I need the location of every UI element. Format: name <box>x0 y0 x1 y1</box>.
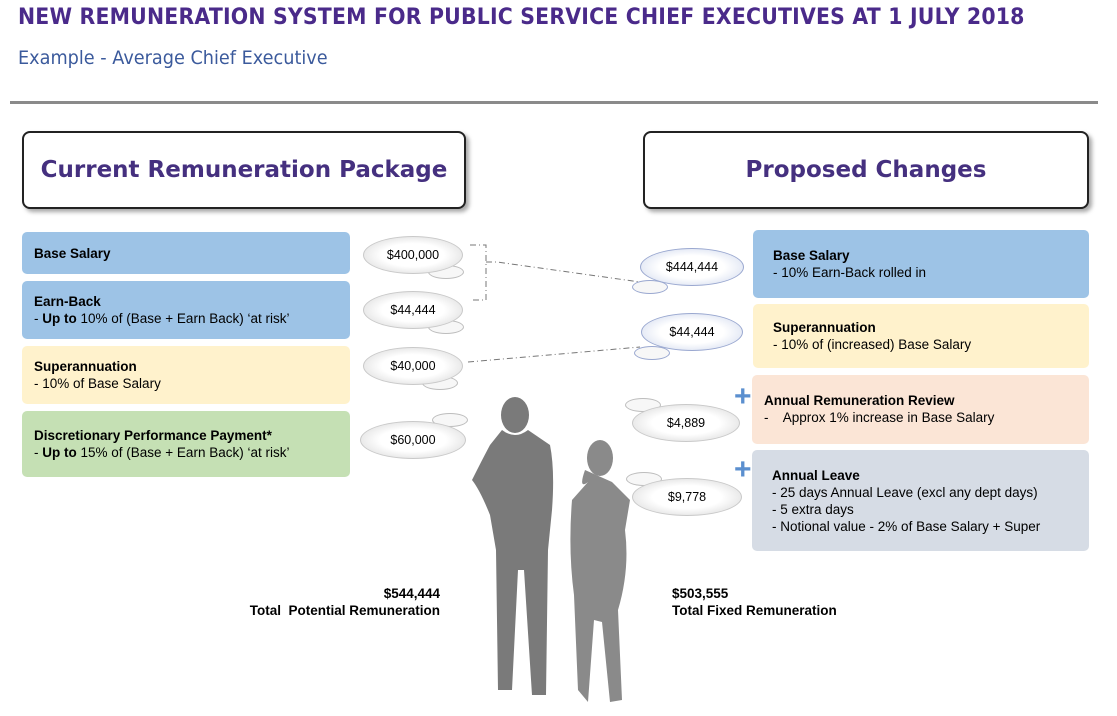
item-title: Base Salary <box>773 248 850 263</box>
item-desc: - Notional value - 2% of Base Salary + S… <box>772 518 1041 534</box>
woman-silhouette-icon <box>570 440 630 702</box>
value-bubble: $9,778 <box>632 478 742 516</box>
value-bubble: $40,000 <box>363 347 463 385</box>
current-item-base-salary: Base Salary <box>22 232 350 274</box>
item-title: Annual Leave <box>772 467 860 483</box>
item-title: Earn-Back <box>34 294 101 309</box>
current-item-superannuation: Superannuation - 10% of Base Salary <box>22 346 350 404</box>
item-title: Discretionary Performance Payment* <box>34 428 272 443</box>
value-bubble: $44,444 <box>641 313 743 351</box>
total-label: Total Fixed Remuneration <box>672 603 837 618</box>
page-title: NEW REMUNERATION SYSTEM FOR PUBLIC SERVI… <box>18 5 1025 30</box>
current-item-earn-back: Earn-Back - Up to 10% of (Base + Earn Ba… <box>22 281 350 339</box>
total-value: $544,444 <box>383 586 440 601</box>
divider <box>10 101 1098 104</box>
item-desc: - Up to 15% of (Base + Earn Back) ‘at ri… <box>34 445 290 460</box>
item-desc: - 10% Earn-Back rolled in <box>773 265 927 280</box>
current-item-performance-payment: Discretionary Performance Payment* - Up … <box>22 411 350 477</box>
value-bubble: $60,000 <box>360 421 466 459</box>
silhouette-figures <box>472 397 630 702</box>
item-title: Superannuation <box>34 359 137 374</box>
current-package-header: Current Remuneration Package <box>22 131 466 209</box>
page-subtitle: Example - Average Chief Executive <box>18 47 328 69</box>
item-title: Annual Remuneration Review <box>764 393 955 408</box>
value-bubble: $4,889 <box>632 404 740 442</box>
item-desc: - 10% of (increased) Base Salary <box>773 337 972 352</box>
proposed-changes-header: Proposed Changes <box>643 131 1089 209</box>
item-desc: - 5 extra days <box>772 501 854 517</box>
plus-icon: + <box>734 380 752 413</box>
value-bubble: $400,000 <box>363 236 463 274</box>
bubble-tail <box>634 346 670 360</box>
item-title: Base Salary <box>34 245 111 261</box>
proposed-item-superannuation: Superannuation - 10% of (increased) Base… <box>753 304 1089 368</box>
proposed-item-annual-leave: Annual Leave - 25 days Annual Leave (exc… <box>752 450 1089 551</box>
item-desc: - Up to 10% of (Base + Earn Back) ‘at ri… <box>34 311 290 326</box>
value-bubble: $44,444 <box>363 291 463 329</box>
item-desc: - 25 days Annual Leave (excl any dept da… <box>772 484 1038 500</box>
man-silhouette-icon <box>472 397 554 695</box>
proposed-total: $503,555 Total Fixed Remuneration <box>672 585 912 619</box>
item-desc: - Approx 1% increase in Base Salary <box>764 410 995 425</box>
current-total: $544,444 Total Potential Remuneration <box>200 585 440 619</box>
item-title: Superannuation <box>773 320 876 335</box>
plus-icon: + <box>734 453 752 486</box>
proposed-item-base-salary: Base Salary - 10% Earn-Back rolled in <box>753 230 1089 298</box>
bubble-tail <box>632 280 668 294</box>
total-value: $503,555 <box>672 586 729 601</box>
proposed-item-annual-review: Annual Remuneration Review - Approx 1% i… <box>752 375 1089 444</box>
total-label: Total Potential Remuneration <box>249 603 440 618</box>
item-desc: - 10% of Base Salary <box>34 376 161 391</box>
